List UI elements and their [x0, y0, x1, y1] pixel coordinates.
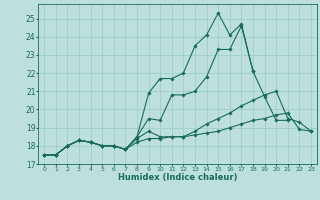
X-axis label: Humidex (Indice chaleur): Humidex (Indice chaleur) — [118, 173, 237, 182]
